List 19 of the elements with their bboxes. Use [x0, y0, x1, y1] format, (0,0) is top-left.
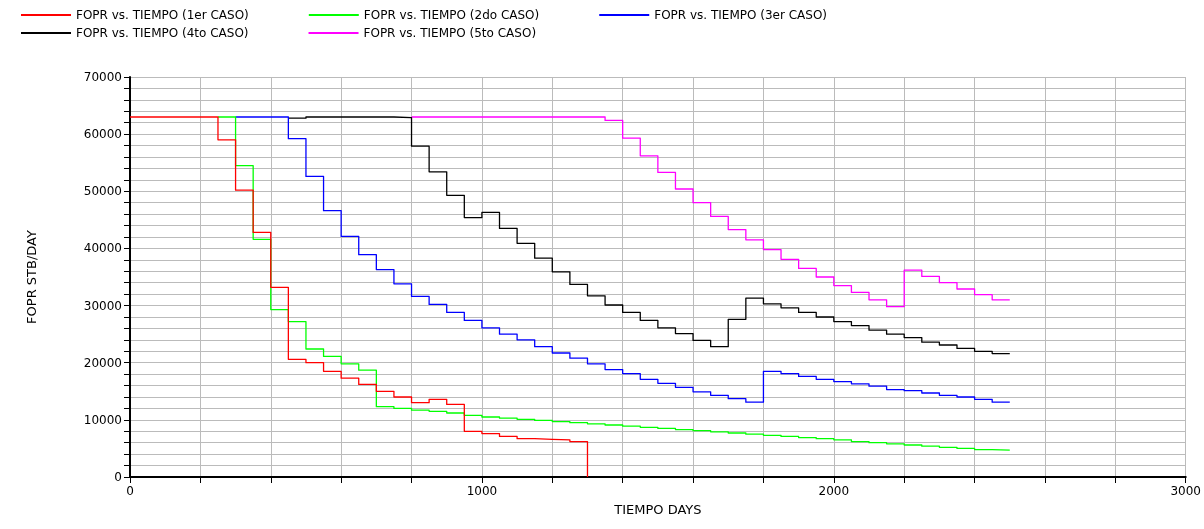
x-tick-label: 3000 — [1170, 484, 1201, 498]
y-tick-label: 40000 — [83, 241, 122, 256]
x-tick-label: 2000 — [818, 484, 850, 498]
y-tick-label: 60000 — [83, 127, 122, 142]
y-tick-label: 30000 — [83, 298, 122, 313]
y-tick-label: 0 — [114, 470, 122, 484]
x-tick-label: 0 — [126, 484, 134, 498]
y-tick-label: 70000 — [83, 70, 122, 84]
x-axis-title: TIEMPO DAYS — [613, 502, 702, 517]
legend-label: FOPR vs. TIEMPO (2do CASO) — [363, 8, 540, 22]
y-tick-label: 50000 — [83, 184, 122, 199]
y-axis-title: FOPR STB/DAY — [24, 230, 39, 324]
legend-label: FOPR vs. TIEMPO (1er CASO) — [76, 8, 249, 22]
x-tick-label: 1000 — [466, 484, 498, 498]
y-tick-label: 20000 — [83, 355, 122, 370]
y-tick-label: 10000 — [83, 412, 122, 427]
legend-label: FOPR vs. TIEMPO (4to CASO) — [76, 26, 249, 40]
legend-label: FOPR vs. TIEMPO (5to CASO) — [363, 26, 537, 40]
legend-label: FOPR vs. TIEMPO (3er CASO) — [654, 8, 828, 22]
